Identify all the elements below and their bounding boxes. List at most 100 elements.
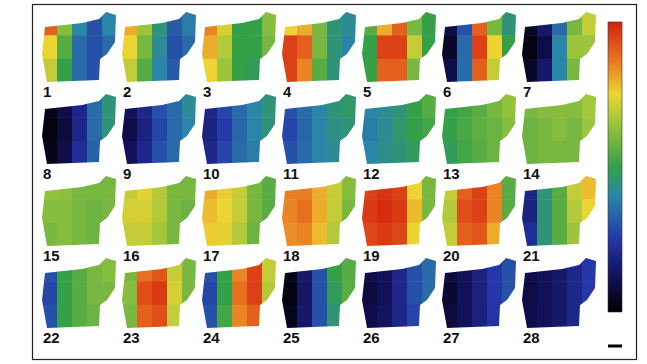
heat-cell: [537, 305, 553, 329]
heat-cell: [362, 281, 378, 305]
heat-cell: [137, 35, 153, 59]
heat-cell: [87, 258, 103, 282]
heat-cell: [457, 59, 473, 83]
heat-cell: [457, 117, 473, 141]
panel: 26: [362, 258, 438, 346]
heat-cell: [57, 94, 73, 118]
heat-cell: [472, 59, 488, 83]
heat-cell: [582, 176, 598, 200]
heat-cell: [87, 141, 103, 165]
heat-cell: [442, 141, 458, 165]
heat-cell: [362, 35, 378, 59]
heat-cell: [407, 223, 423, 247]
heat-cell: [362, 94, 378, 118]
heat-cell: [262, 258, 278, 282]
heat-cell: [392, 305, 408, 329]
heat-cell: [487, 59, 503, 83]
heat-cell: [582, 35, 598, 59]
heat-cell: [552, 59, 568, 83]
heat-cell: [312, 199, 328, 223]
heat-cell: [537, 12, 553, 36]
heat-cell: [377, 94, 393, 118]
heat-cell: [72, 199, 88, 223]
heat-cell: [567, 258, 583, 282]
heat-cell: [102, 281, 118, 305]
heat-cell: [522, 199, 538, 223]
heat-cell: [137, 199, 153, 223]
heat-cell: [297, 199, 313, 223]
heat-cell: [457, 94, 473, 118]
panel: 5: [362, 12, 438, 100]
heat-cell: [377, 12, 393, 36]
heat-cell: [312, 59, 328, 83]
heat-cell: [327, 94, 343, 118]
heat-cell: [442, 12, 458, 36]
heat-cell: [522, 35, 538, 59]
heat-cell: [582, 59, 598, 83]
heat-cell: [72, 281, 88, 305]
panel: 7: [522, 12, 598, 100]
panel-label: 19: [363, 247, 380, 264]
heat-cell: [422, 35, 438, 59]
heat-cell: [262, 223, 278, 247]
heat-cell: [232, 12, 248, 36]
heat-cell: [567, 35, 583, 59]
heat-cell: [167, 35, 183, 59]
heat-cell: [137, 117, 153, 141]
heat-cell: [152, 281, 168, 305]
heat-cell: [87, 223, 103, 247]
heat-cell: [57, 258, 73, 282]
heat-cell: [232, 141, 248, 165]
heat-cell: [552, 12, 568, 36]
heat-cell: [312, 281, 328, 305]
panel: 8: [42, 94, 118, 182]
heat-cell: [42, 141, 58, 165]
panel-label: 7: [523, 83, 531, 100]
heat-cell: [122, 281, 138, 305]
heat-cell: [122, 141, 138, 165]
heat-cell: [167, 281, 183, 305]
heat-cell: [312, 141, 328, 165]
heat-cell: [262, 59, 278, 83]
heat-cell: [377, 176, 393, 200]
heat-cell: [442, 59, 458, 83]
heat-cell: [582, 281, 598, 305]
panel-cells: [122, 176, 198, 247]
heat-cell: [502, 258, 518, 282]
heat-cell: [392, 117, 408, 141]
heat-cell: [42, 59, 58, 83]
heat-cell: [552, 223, 568, 247]
heat-cell: [407, 305, 423, 329]
heat-cell: [57, 117, 73, 141]
heat-cell: [202, 141, 218, 165]
heat-cell: [202, 176, 218, 200]
heat-cell: [202, 94, 218, 118]
heat-cell: [167, 176, 183, 200]
panel-cells: [522, 94, 598, 165]
heat-cell: [407, 281, 423, 305]
heat-cell: [422, 223, 438, 247]
heat-cell: [342, 35, 358, 59]
heat-cell: [422, 258, 438, 282]
panel: 16: [122, 176, 198, 264]
panel-cells: [42, 176, 118, 247]
heat-cell: [487, 94, 503, 118]
color-bar: [608, 22, 622, 312]
heat-cell: [582, 199, 598, 223]
heat-cell: [217, 35, 233, 59]
heat-cell: [262, 199, 278, 223]
heat-cell: [377, 305, 393, 329]
heat-cell: [217, 199, 233, 223]
heat-cell: [72, 59, 88, 83]
heat-cell: [297, 117, 313, 141]
heat-cell: [537, 141, 553, 165]
panel-label: 4: [283, 83, 292, 100]
heat-cell: [487, 176, 503, 200]
panel-label: 22: [43, 329, 60, 346]
heat-cell: [42, 258, 58, 282]
heat-cell: [247, 281, 263, 305]
panel-cells: [362, 94, 438, 165]
heat-cell: [487, 141, 503, 165]
heat-cell: [392, 223, 408, 247]
heat-cell: [137, 12, 153, 36]
